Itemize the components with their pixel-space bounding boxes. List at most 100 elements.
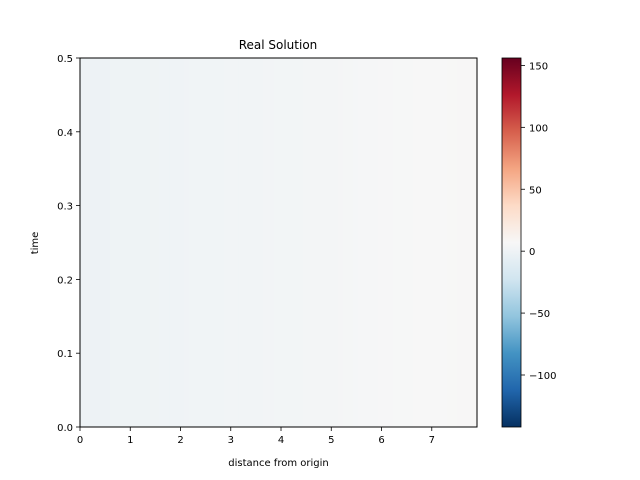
heatmap-cell [452,58,458,427]
heatmap-cell [104,58,111,427]
heatmap-cell [457,58,463,427]
heatmap-cell [199,58,205,427]
heatmap-cell [318,58,324,427]
heatmap-cell [139,58,146,427]
heatmap-cell [213,58,220,427]
y-tick-label: 0.1 [57,349,73,360]
heatmap-cell [84,58,91,427]
heatmap-cell [447,58,453,427]
heatmap-cell [159,58,165,427]
chart-title: Real Solution [239,38,318,52]
heatmap-cell [417,58,424,427]
heatmap-cell [437,58,443,427]
heatmap-cell [308,58,314,427]
x-axis-label: distance from origin [228,458,328,469]
heatmap-cell [114,58,121,427]
heatmap-cell [328,58,334,427]
heatmap-cell [248,58,255,427]
heatmap-cell [119,58,126,427]
heatmap-cell [462,58,468,427]
heatmap-cell [233,58,240,427]
heatmap-cell [298,58,304,427]
heatmap-cell [283,58,290,427]
heatmap-cell [397,58,404,427]
heatmap-cell [134,58,141,427]
heatmap-cell [109,58,116,427]
heatmap-cell [179,58,185,427]
heatmap-cell [293,58,299,427]
colorbar-tick-label: 100 [529,123,548,134]
heatmap-cell [333,58,339,427]
heatmap-cell [80,58,86,427]
heatmap-cell [402,58,409,427]
heatmap-cell [258,58,265,427]
heatmap-cell [313,58,319,427]
y-tick-label: 0.2 [57,275,73,286]
colorbar-axis: −100 −50 0 50 100 150 [521,61,556,382]
x-tick-label: 5 [328,435,334,446]
colorbar-tick-label: 150 [529,61,548,72]
heatmap-cell [238,58,245,427]
x-axis: 0 1 2 3 4 5 6 7 [77,427,435,446]
heatmap-cell [442,58,448,427]
heatmap-cell [99,58,106,427]
y-axis-label: time [30,232,41,255]
heatmap-cell [223,58,230,427]
heatmap-cell [273,58,280,427]
heatmap-cell [218,58,225,427]
heatmap-cell [387,58,394,427]
heatmap-cell [278,58,285,427]
heatmap-cell [263,58,270,427]
heatmap-cell [184,58,190,427]
colorbar [501,57,522,428]
heatmap-cell [347,58,354,427]
heatmap-cell [124,58,131,427]
y-tick-label: 0.3 [57,202,73,213]
heatmap-cell [372,58,379,427]
x-tick-label: 3 [228,435,234,446]
heatmap-cell [362,58,369,427]
heatmap-cell [357,58,364,427]
y-tick-label: 0.5 [57,54,73,65]
y-tick-label: 0.4 [57,128,73,139]
plot-area [80,58,478,427]
heatmap-cell [472,58,478,427]
heatmap-cell [94,58,101,427]
heatmap-cell [204,58,210,427]
heatmap-cell [303,58,309,427]
x-tick-label: 2 [177,435,183,446]
x-tick-label: 0 [77,435,83,446]
x-tick-label: 4 [278,435,284,446]
heatmap-cell [407,58,414,427]
heatmap-cell [288,58,294,427]
heatmap-cell [209,58,215,427]
heatmap-cell [149,58,156,427]
colorbar-tick-label: −100 [529,371,556,382]
heatmap-cell [323,58,329,427]
heatmap-cell [164,58,170,427]
heatmap-cell [144,58,151,427]
heatmap-cell [89,58,96,427]
heatmap-cell [189,58,195,427]
heatmap-cell [412,58,419,427]
x-tick-label: 6 [378,435,384,446]
heatmap-cell [427,58,433,427]
heatmap-cell [343,58,349,427]
heatmap-cell [467,58,473,427]
heatmap-cell [382,58,389,427]
colorbar-tick-label: 50 [529,185,542,196]
heatmap-cell [129,58,136,427]
heatmap-cell [352,58,359,427]
y-tick-label: 0.0 [57,423,73,434]
y-axis: 0.0 0.1 0.2 0.3 0.4 0.5 [57,54,80,434]
colorbar-tick-label: −50 [529,309,550,320]
heatmap-cell [169,58,175,427]
heatmap-cell [253,58,260,427]
heatmap-cell [228,58,235,427]
heatmap-cell [432,58,438,427]
heatmap-cell [268,58,275,427]
x-tick-label: 7 [429,435,435,446]
heatmap-cell [422,58,428,427]
colorbar-tick-label: 0 [529,247,535,258]
